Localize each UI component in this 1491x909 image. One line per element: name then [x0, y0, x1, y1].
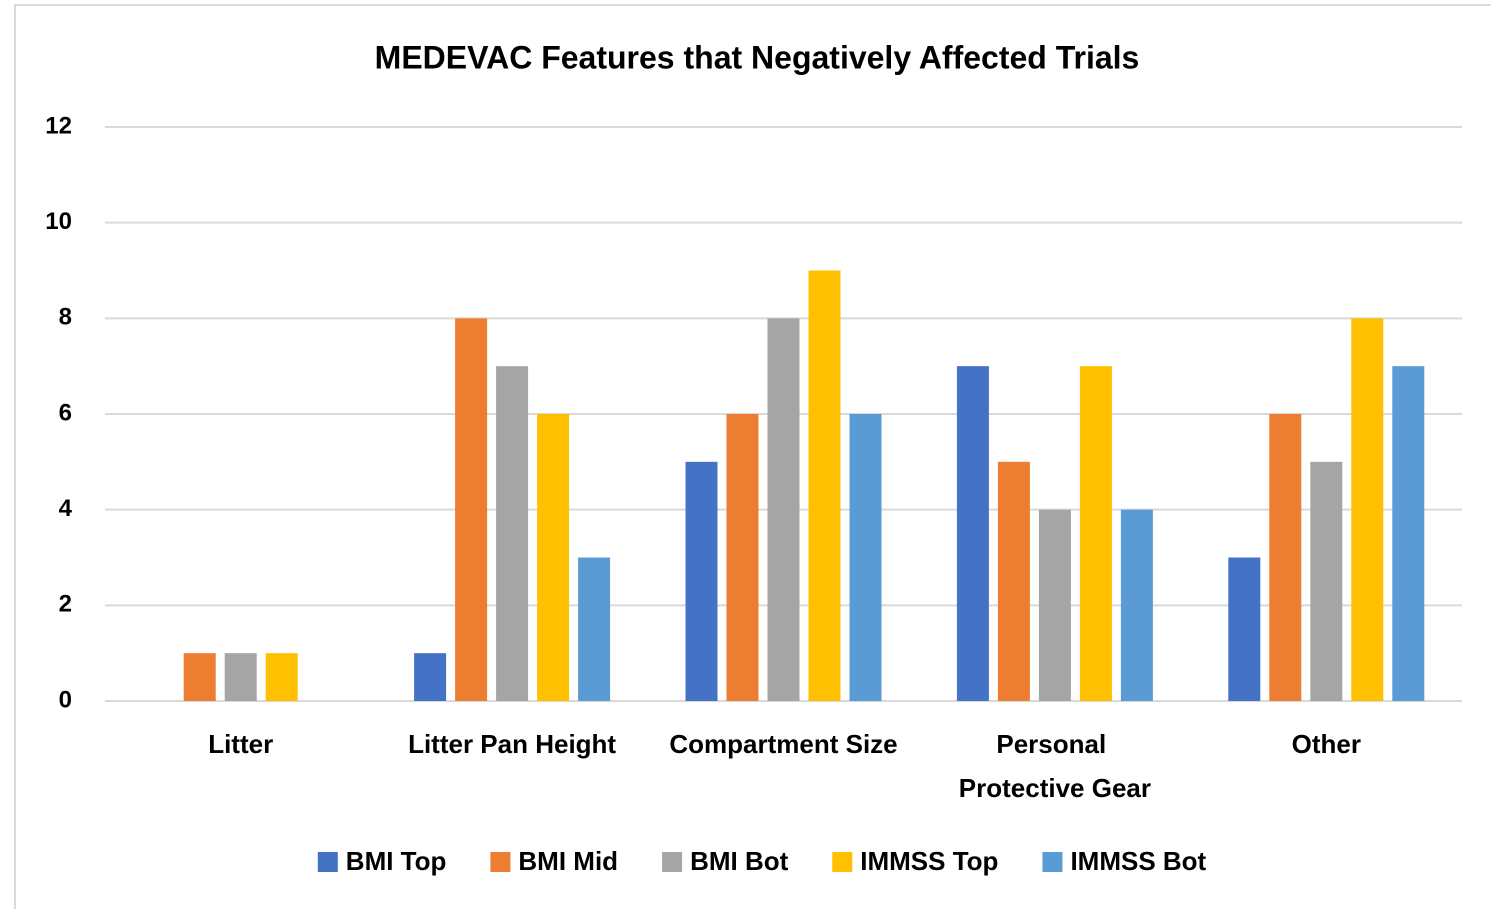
legend: BMI Top BMI Mid BMI Bot IMMSS Top IMMSS Bot [317, 846, 1207, 876]
y-tick-label: 0 [59, 686, 72, 713]
bar [808, 270, 841, 701]
legend-label: IMMSS Top [860, 846, 998, 876]
y-tick-label: 12 [45, 112, 72, 139]
bar [685, 461, 718, 701]
bar [1228, 557, 1261, 701]
bar [537, 414, 570, 701]
y-tick-label: 10 [45, 208, 72, 235]
bar [414, 653, 447, 701]
legend-label: BMI Bot [690, 846, 789, 876]
bar [997, 461, 1030, 701]
legend-swatch [662, 852, 683, 872]
bar [1120, 509, 1153, 701]
legend-label: BMI Top [346, 846, 447, 876]
legend-label: IMMSS Bot [1070, 846, 1206, 876]
bar [1079, 366, 1112, 701]
legend-swatch [832, 852, 853, 872]
legend-label: BMI Mid [518, 846, 618, 876]
bar [1392, 366, 1425, 701]
chart-title: MEDEVAC Features that Negatively Affecte… [375, 39, 1140, 75]
bar [455, 318, 488, 701]
bar [265, 653, 298, 701]
bar [578, 557, 611, 701]
x-tick-label: Other [1292, 729, 1361, 759]
bar [1310, 461, 1343, 701]
bar [956, 366, 989, 701]
y-tick-label: 2 [59, 591, 72, 618]
bar [496, 366, 529, 701]
bar [183, 653, 216, 701]
x-tick-label: Litter [208, 729, 273, 759]
bar [1038, 509, 1071, 701]
legend-swatch [1042, 852, 1063, 872]
bar [1351, 318, 1384, 701]
bar [849, 414, 882, 701]
x-tick-label: Litter Pan Height [408, 729, 616, 759]
x-tick-label: Personal Protective Gear [959, 729, 1151, 803]
bar [1269, 414, 1302, 701]
x-tick-label: Compartment Size [669, 729, 897, 759]
legend-swatch [490, 852, 511, 872]
bar [767, 318, 800, 701]
bar [224, 653, 257, 701]
bar [726, 414, 759, 701]
y-tick-label: 4 [59, 495, 73, 522]
legend-swatch [317, 852, 338, 872]
y-tick-label: 8 [59, 304, 72, 331]
y-tick-label: 6 [59, 399, 72, 426]
